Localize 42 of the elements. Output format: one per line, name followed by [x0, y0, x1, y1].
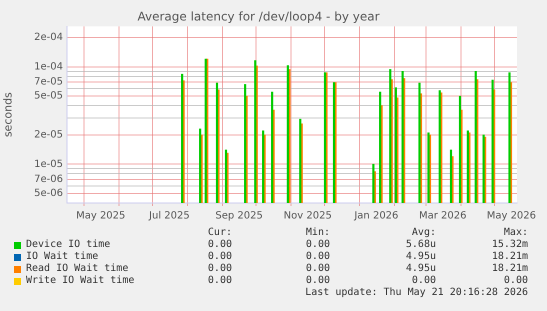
x-tick-label: May 2025: [76, 210, 126, 222]
text: 0.00: [208, 263, 232, 275]
y-tick-label: 7e-05: [34, 76, 63, 88]
text: 4.95u: [406, 263, 436, 275]
x-tick-label: Sep 2025: [215, 210, 263, 222]
text: 0.00: [504, 275, 528, 287]
y-tick-label: 1e-04: [34, 61, 63, 72]
text: 0.00: [412, 275, 436, 287]
text: 0.00: [208, 275, 232, 287]
y-tick-label: 1e-05: [34, 158, 63, 170]
legend-label: IO Wait time: [26, 251, 98, 263]
x-tick-label: Nov 2025: [284, 210, 332, 222]
legend-label: Write IO Wait time: [26, 275, 134, 287]
y-tick-label: 7e-06: [34, 174, 63, 185]
y-axis-title: seconds: [1, 92, 14, 138]
text: Avg:: [412, 227, 436, 239]
x-tick-label: Jul 2025: [148, 210, 190, 222]
chart-title: Average latency for /dev/loop4 - by year: [137, 9, 380, 24]
x-tick-label: Mar 2026: [419, 210, 466, 222]
legend-label: Read IO Wait time: [26, 263, 128, 275]
text: Max:: [504, 227, 528, 239]
text: 18.21m: [492, 251, 528, 263]
y-tick-label: 2e-04: [34, 32, 63, 44]
text: 0.00: [306, 251, 330, 263]
text: 5.68u: [406, 239, 436, 251]
y-tick-label: 2e-05: [34, 130, 63, 141]
y-tick-label: 5e-05: [34, 90, 63, 102]
text: 18.21m: [492, 263, 528, 275]
text: 0.00: [306, 275, 330, 287]
text: 4.95u: [406, 251, 436, 263]
text: Last update: Thu May 21 20:16:28 2026: [305, 287, 528, 299]
text: 0.00: [208, 239, 232, 251]
text: 15.32m: [492, 239, 528, 251]
text: 0.00: [208, 251, 232, 263]
text: Cur:: [208, 227, 232, 239]
y-tick-label: 5e-06: [34, 188, 63, 200]
text: Min:: [306, 227, 330, 239]
text: 0.00: [306, 263, 330, 275]
text: 0.00: [306, 239, 330, 251]
x-tick-label: Jan 2026: [353, 210, 398, 222]
legend-label: Device IO time: [26, 239, 110, 251]
x-tick-label: May 2026: [486, 210, 536, 222]
